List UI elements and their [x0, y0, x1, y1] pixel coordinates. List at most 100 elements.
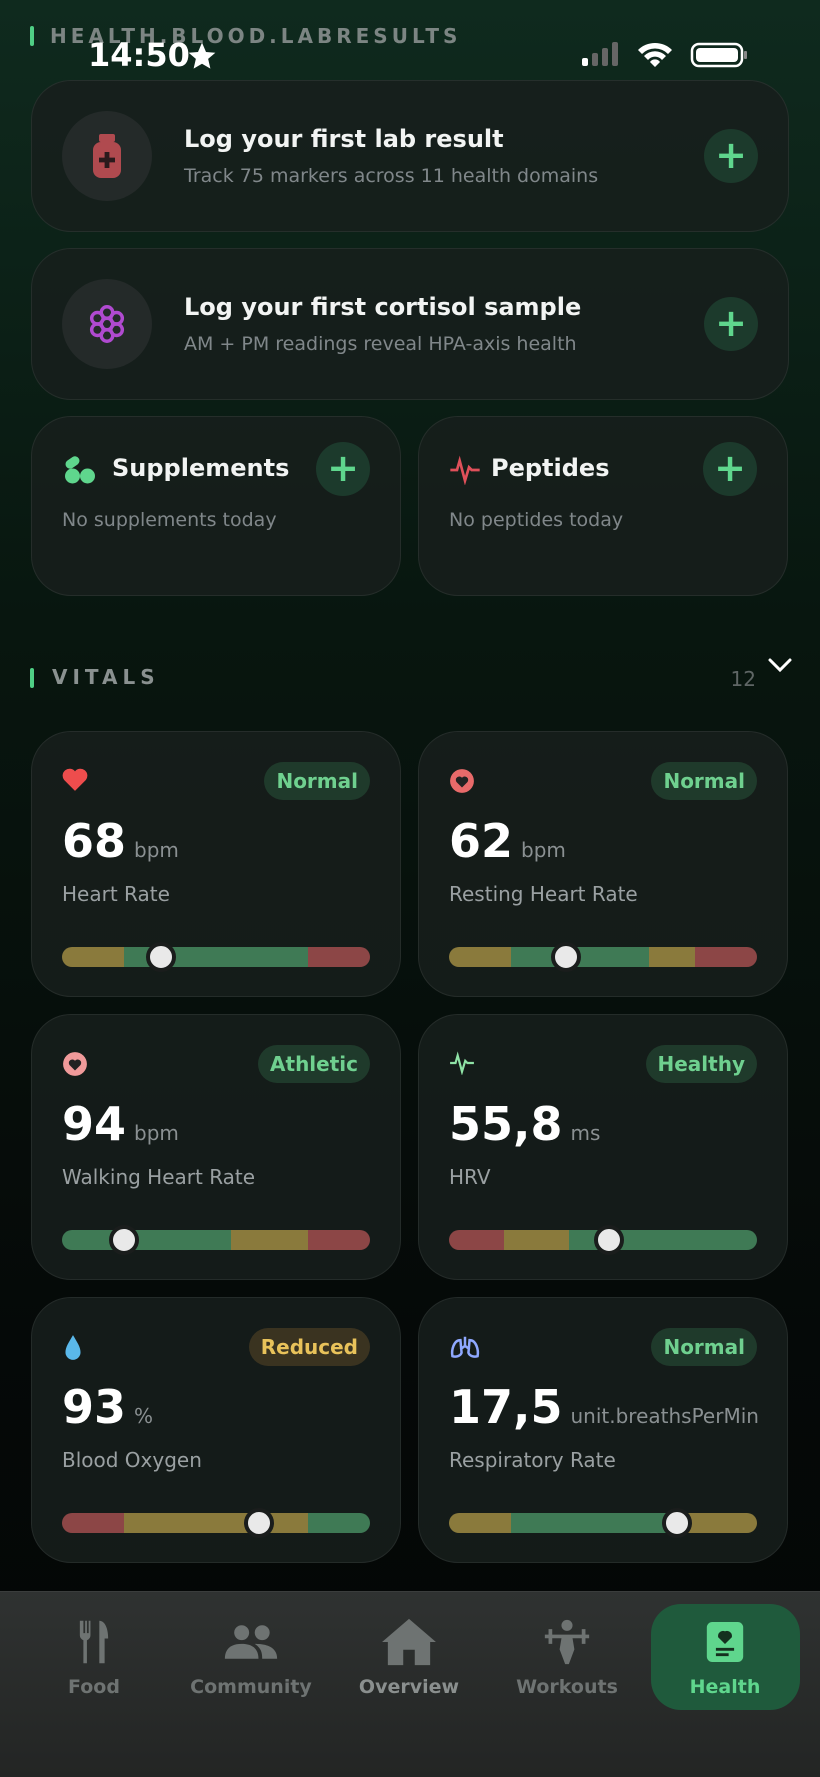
gauge-segment [449, 947, 511, 967]
value-unit: % [134, 1404, 154, 1428]
vital-value: 17,5 unit.breathsPerMin [449, 1380, 759, 1434]
gauge-segment [62, 1230, 232, 1250]
vitals-title: VITALS [52, 665, 160, 689]
prompt-subtitle: Track 75 markers across 11 health domain… [184, 165, 599, 187]
prompt-icon [62, 279, 152, 369]
chevron[interactable] [766, 654, 794, 676]
prompt-title: Log your first cortisol sample [184, 293, 582, 321]
value-number: 62 [449, 814, 514, 868]
gauge-segment [308, 947, 370, 967]
value-number: 93 [62, 1380, 127, 1434]
value-number: 55,8 [449, 1097, 563, 1151]
value-unit: ms [570, 1121, 601, 1145]
gauge-segment [510, 1513, 680, 1533]
prompt-icon [62, 111, 152, 201]
vital-card[interactable]: Normal 17,5 unit.breathsPerMin Respiratory … [418, 1297, 788, 1563]
range-gauge [62, 942, 370, 972]
gauge-segment [308, 1230, 370, 1250]
tracker-icon [62, 455, 98, 489]
vital-icon [449, 768, 475, 798]
tab-icon [492, 1614, 642, 1670]
accent [30, 668, 34, 688]
status-badge: Normal [264, 762, 370, 800]
range-gauge [449, 1225, 757, 1255]
gauge-segment [62, 1513, 124, 1533]
vital-icon [449, 1051, 475, 1079]
vital-card[interactable]: Athletic 94 bpm Walking Heart Rate [31, 1014, 401, 1280]
gauge-knob [594, 1225, 625, 1255]
tracker-subtitle: No peptides today [449, 509, 624, 531]
vital-label: Blood Oxygen [62, 1448, 202, 1472]
range-gauge [62, 1225, 370, 1255]
vital-value: 68 bpm [62, 814, 179, 868]
range-gauge [62, 1508, 370, 1538]
tracker-card[interactable]: Peptides No peptides today + [418, 416, 788, 596]
tab-label: Overview [358, 1676, 460, 1698]
vital-icon [62, 1334, 84, 1366]
gauge-segment [62, 947, 124, 967]
tracker-icon [449, 455, 481, 489]
vital-label: Resting Heart Rate [449, 882, 638, 906]
prompt-card[interactable]: Log your first cortisol sample AM + PM re… [31, 248, 789, 400]
add-button[interactable]: + [316, 442, 370, 496]
section-label: HEALTH.BLOOD.LABRESULTS [50, 24, 462, 48]
accent [30, 26, 34, 46]
tracker-card[interactable]: Supplements No supplements today + [31, 416, 401, 596]
status-time: 14:50 [88, 36, 190, 74]
value-unit: bpm [134, 838, 179, 862]
vital-label: Walking Heart Rate [62, 1165, 256, 1189]
gauge-segment [123, 1513, 309, 1533]
tab-icon [19, 1614, 169, 1670]
gauge-segment [231, 1230, 309, 1250]
value-unit: bpm [521, 838, 566, 862]
gauge-segment [449, 1513, 511, 1533]
vitals-count: 12 [730, 667, 756, 691]
gauge-knob [661, 1508, 692, 1538]
vital-value: 93% [62, 1380, 153, 1434]
vital-value: 55,8 ms [449, 1097, 600, 1151]
tracker-title: Supplements [112, 454, 290, 482]
tab-label: Health [689, 1676, 761, 1698]
tab-label: Community [190, 1676, 312, 1698]
gauge-knob [551, 942, 582, 972]
value-unit: bpm [134, 1121, 179, 1145]
vital-value: 94 bpm [62, 1097, 179, 1151]
prompt-subtitle: AM + PM readings reveal HPA-axis health [184, 333, 577, 355]
value-number: 17,5 [449, 1380, 563, 1434]
star-icon [188, 42, 216, 69]
gauge-knob [244, 1508, 275, 1538]
range-gauge [449, 1508, 757, 1538]
value-number: 68 [62, 814, 127, 868]
vital-label: Heart Rate [62, 882, 170, 906]
tracker-subtitle: No supplements today [62, 509, 277, 531]
gauge-knob [145, 942, 176, 972]
status-badge: Normal [651, 1328, 757, 1366]
vital-card[interactable]: Normal 68 bpm Heart Rate [31, 731, 401, 997]
gauge-knob [108, 1225, 139, 1255]
vital-value: 62 bpm [449, 814, 566, 868]
prompt-card[interactable]: Log your first lab result Track 75 marker… [31, 80, 789, 232]
add-button[interactable]: + [704, 297, 758, 351]
status-badge: Reduced [248, 1328, 370, 1366]
tab-icon [334, 1614, 484, 1670]
status-badge: Athletic [258, 1045, 370, 1083]
vital-card[interactable]: Normal 62 bpm Resting Heart Rate [418, 731, 788, 997]
add-button[interactable]: + [704, 129, 758, 183]
vital-label: Respiratory Rate [449, 1448, 616, 1472]
gauge-segment [308, 1513, 370, 1533]
status-icons [582, 42, 747, 68]
prompt-title: Log your first lab result [184, 125, 504, 153]
tab-icon [650, 1614, 800, 1670]
vital-card[interactable]: Reduced 93% Blood Oxygen [31, 1297, 401, 1563]
range-gauge [449, 942, 757, 972]
gauge-segment [649, 947, 696, 967]
status-badge: Normal [651, 762, 757, 800]
gauge-segment [504, 1230, 570, 1250]
vital-card[interactable]: Healthy 55,8 ms HRV [418, 1014, 788, 1280]
vital-label: HRV [449, 1165, 491, 1189]
value-unit: unit.breathsPerMin [570, 1404, 759, 1428]
gauge-segment [449, 1230, 505, 1250]
vital-icon [449, 1334, 481, 1364]
add-button[interactable]: + [703, 442, 757, 496]
